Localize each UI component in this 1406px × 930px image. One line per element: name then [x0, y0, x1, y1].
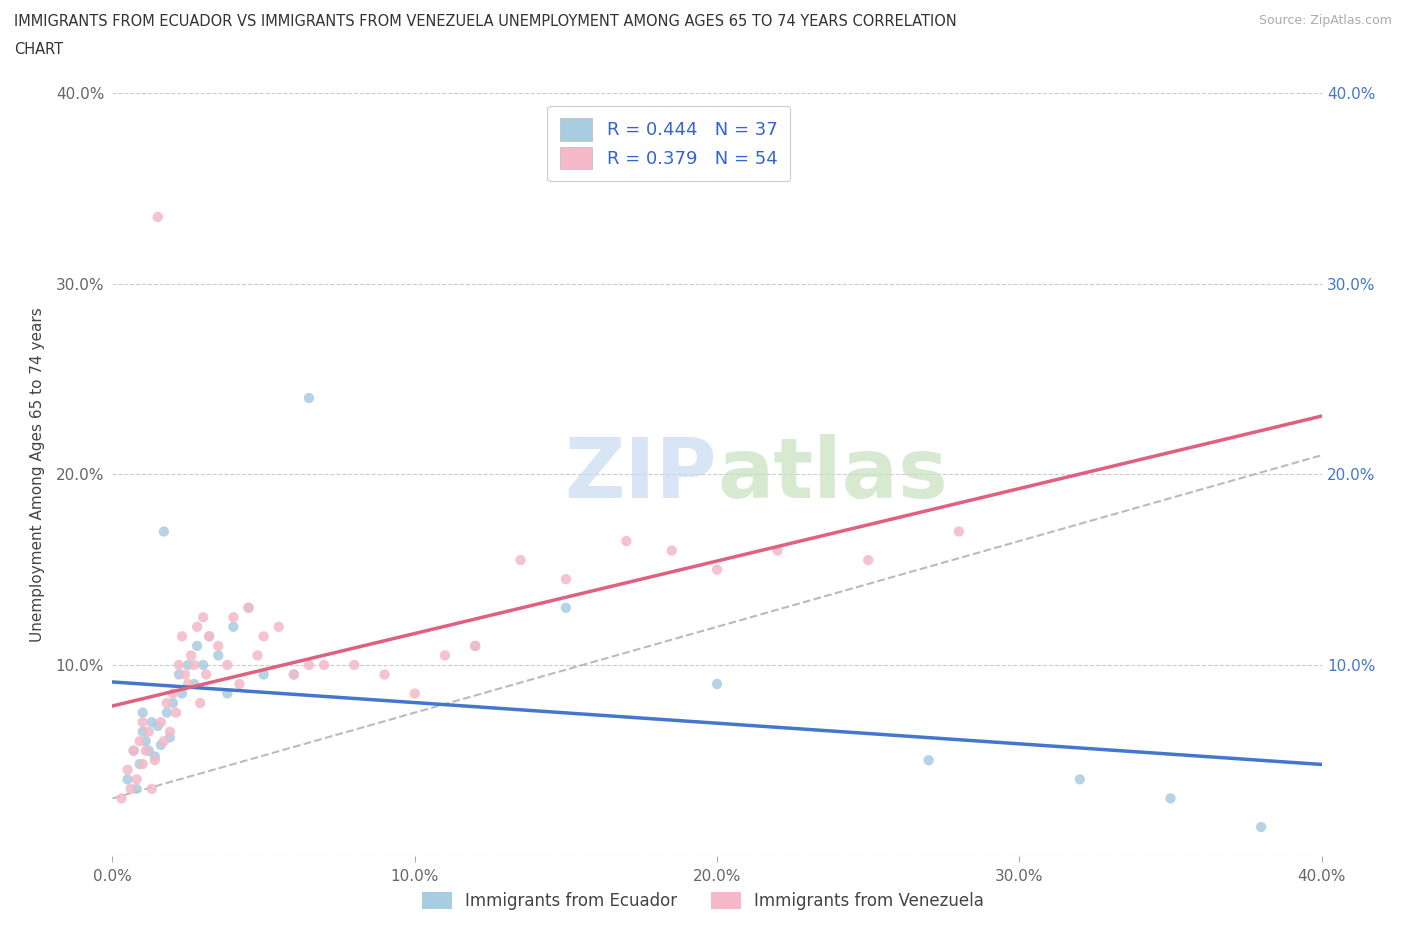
Point [374, 667, 396, 682]
Point [110, 790, 132, 805]
Point [149, 714, 172, 729]
Point [253, 667, 276, 682]
Point [132, 705, 155, 720]
Point [298, 658, 321, 672]
Point [198, 629, 221, 644]
Point [120, 781, 142, 796]
Point [135, 734, 157, 749]
Point [188, 696, 211, 711]
Point [117, 772, 139, 787]
Point [159, 730, 181, 745]
Point [661, 543, 683, 558]
Point [159, 724, 181, 739]
Point [122, 743, 145, 758]
Point [404, 686, 426, 701]
Point [1159, 790, 1181, 805]
Point [183, 658, 205, 672]
Point [186, 619, 208, 634]
Text: IMMIGRANTS FROM ECUADOR VS IMMIGRANTS FROM VENEZUELA UNEMPLOYMENT AMONG AGES 65 : IMMIGRANTS FROM ECUADOR VS IMMIGRANTS FR… [14, 14, 957, 29]
Point [146, 209, 169, 224]
Point [554, 601, 576, 616]
Point [180, 648, 202, 663]
Point [153, 734, 176, 749]
Point [433, 648, 456, 663]
Point [128, 734, 150, 749]
Point [1250, 819, 1272, 834]
Point [132, 724, 155, 739]
Point [183, 677, 205, 692]
Point [706, 677, 728, 692]
Point [283, 667, 305, 682]
Point [174, 667, 197, 682]
Point [246, 648, 269, 663]
Point [918, 753, 941, 768]
Point [162, 696, 184, 711]
Point [222, 610, 245, 625]
Point [222, 619, 245, 634]
Point [464, 639, 486, 654]
Point [132, 714, 155, 729]
Point [509, 552, 531, 567]
Point [314, 658, 336, 672]
Point [167, 658, 190, 672]
Y-axis label: Unemployment Among Ages 65 to 74 years: Unemployment Among Ages 65 to 74 years [30, 307, 45, 642]
Point [141, 781, 163, 796]
Point [125, 781, 148, 796]
Point [706, 562, 728, 577]
Text: Source: ZipAtlas.com: Source: ZipAtlas.com [1258, 14, 1392, 27]
Point [167, 667, 190, 682]
Point [170, 629, 193, 644]
Point [170, 686, 193, 701]
Point [191, 658, 214, 672]
Point [146, 719, 169, 734]
Point [207, 639, 229, 654]
Point [138, 743, 160, 758]
Point [125, 772, 148, 787]
Point [141, 714, 163, 729]
Point [195, 667, 218, 682]
Point [267, 619, 290, 634]
Point [143, 753, 166, 768]
Text: atlas: atlas [717, 433, 948, 515]
Point [117, 763, 139, 777]
Point [122, 743, 145, 758]
Point [464, 639, 486, 654]
Point [149, 737, 172, 752]
Point [132, 757, 155, 772]
Point [616, 534, 638, 549]
Text: ZIP: ZIP [565, 433, 717, 515]
Point [217, 686, 239, 701]
Point [253, 629, 276, 644]
Point [283, 667, 305, 682]
Legend: R = 0.444   N = 37, R = 0.379   N = 54: R = 0.444 N = 37, R = 0.379 N = 54 [547, 106, 790, 181]
Point [298, 391, 321, 405]
Point [198, 629, 221, 644]
Point [153, 525, 176, 539]
Point [138, 724, 160, 739]
Point [177, 658, 200, 672]
Point [165, 705, 187, 720]
Point [228, 677, 250, 692]
Point [135, 743, 157, 758]
Point [156, 696, 179, 711]
Point [128, 757, 150, 772]
Point [948, 525, 970, 539]
Point [343, 658, 366, 672]
Point [186, 639, 208, 654]
Legend: Immigrants from Ecuador, Immigrants from Venezuela: Immigrants from Ecuador, Immigrants from… [415, 885, 991, 917]
Text: CHART: CHART [14, 42, 63, 57]
Point [207, 648, 229, 663]
Point [554, 572, 576, 587]
Point [177, 677, 200, 692]
Point [238, 601, 260, 616]
Point [162, 686, 184, 701]
Point [217, 658, 239, 672]
Point [191, 610, 214, 625]
Point [143, 749, 166, 764]
Point [1069, 772, 1091, 787]
Point [856, 552, 880, 567]
Point [766, 543, 789, 558]
Point [238, 601, 260, 616]
Point [156, 705, 179, 720]
